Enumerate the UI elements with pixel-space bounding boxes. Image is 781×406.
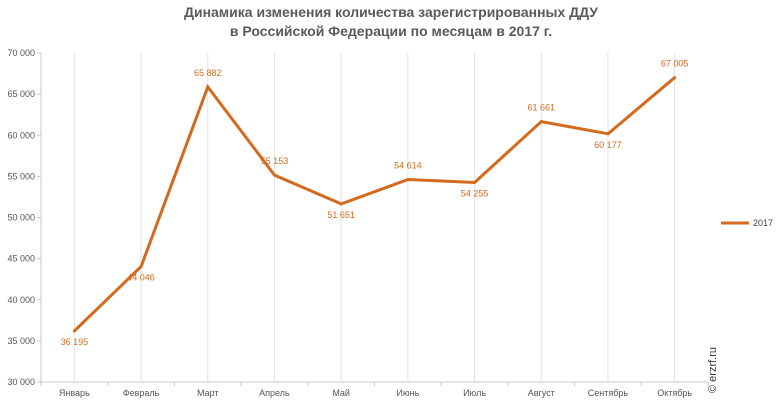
data-label-5: 54 614 xyxy=(394,161,422,171)
data-point-9 xyxy=(673,76,677,80)
x-tick-label-5: Июнь xyxy=(396,388,419,398)
data-point-7 xyxy=(539,120,543,124)
data-point-6 xyxy=(473,181,477,185)
data-point-5 xyxy=(406,178,410,182)
y-tick-label-7: 65 000 xyxy=(7,89,35,99)
data-point-8 xyxy=(606,132,610,136)
x-tick-label-8: Сентябрь xyxy=(588,388,629,398)
data-label-2: 65 882 xyxy=(194,68,222,78)
series-layer xyxy=(72,76,677,333)
y-tick-label-3: 45 000 xyxy=(7,254,35,264)
data-label-6: 54 255 xyxy=(461,189,489,199)
y-tick-label-4: 50 000 xyxy=(7,213,35,223)
chart-title-line-2: в Российской Федерации по месяцам в 2017… xyxy=(230,23,552,39)
y-tick-label-1: 35 000 xyxy=(7,336,35,346)
y-tick-label-0: 30 000 xyxy=(7,377,35,387)
y-axis-ticks: 30 000 35 000 40 000 45 000 50 000 55 000 60 0… xyxy=(7,48,41,387)
x-tick-label-6: Июль xyxy=(463,388,486,398)
x-tick-label-4: Май xyxy=(332,388,350,398)
y-tick-label-8: 70 000 xyxy=(7,48,35,58)
data-labels: 36 195 44 046 65 882 55 153 51 651 54 614 54 2… xyxy=(61,59,689,347)
data-label-8: 60 177 xyxy=(594,140,622,150)
legend[interactable]: 2017 xyxy=(721,218,773,228)
data-label-1: 44 046 xyxy=(127,272,155,282)
y-tick-label-2: 40 000 xyxy=(7,295,35,305)
x-tick-label-1: Февраль xyxy=(123,388,160,398)
grid xyxy=(73,53,676,382)
series-line-0 xyxy=(73,76,676,333)
data-point-4 xyxy=(339,202,343,206)
data-label-4: 51 651 xyxy=(327,210,355,220)
x-tick-label-3: Апрель xyxy=(259,388,290,398)
data-point-2 xyxy=(206,85,210,89)
y-tick-label-5: 55 000 xyxy=(7,171,35,181)
data-label-7: 61 661 xyxy=(527,103,555,113)
x-tick-label-7: Август xyxy=(528,388,555,398)
chart-title-line-1: Динамика изменения количества зарегистри… xyxy=(184,4,598,20)
data-label-0: 36 195 xyxy=(61,337,89,347)
data-point-0 xyxy=(72,329,76,333)
x-tick-label-9: Октябрь xyxy=(657,388,692,398)
legend-label: 2017 xyxy=(753,218,773,228)
x-tick-label-0: Январь xyxy=(59,388,90,398)
x-tick-label-2: Март xyxy=(197,388,219,398)
credit-text: © erzrf.ru xyxy=(707,347,719,393)
data-point-3 xyxy=(272,173,276,177)
data-label-3: 55 153 xyxy=(261,156,289,166)
x-axis-ticks: Январь Февраль Март Апрель Май Июнь Июль Август… xyxy=(40,382,709,398)
data-point-1 xyxy=(139,264,143,268)
y-tick-label-6: 60 000 xyxy=(7,130,35,140)
data-label-9: 67 005 xyxy=(661,59,689,69)
